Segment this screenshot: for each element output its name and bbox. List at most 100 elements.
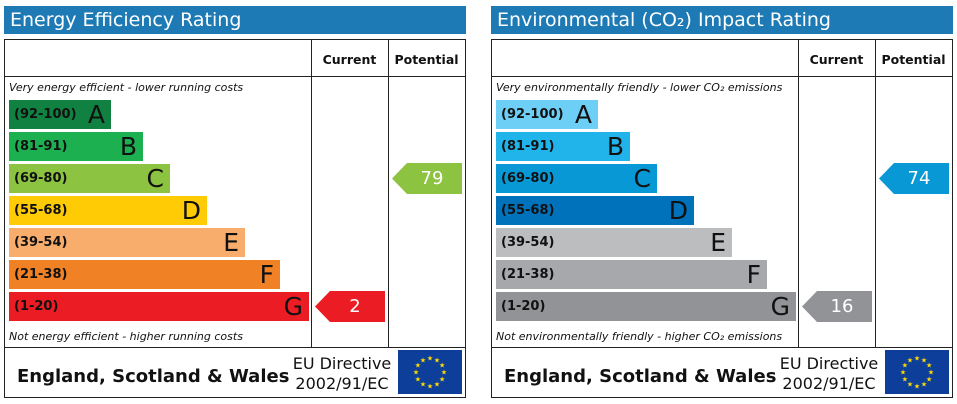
potential-rating-arrow: 79	[392, 163, 462, 194]
eu-star-icon: ★	[427, 355, 433, 363]
band-range-label: (92-100)	[14, 107, 77, 122]
eu-star-icon: ★	[415, 362, 421, 370]
eu-star-icon: ★	[434, 356, 440, 364]
rating-band-g: (1-20) G	[496, 292, 796, 321]
potential-rating-arrow: 74	[879, 163, 949, 194]
top-note: Very energy efficient - lower running co…	[9, 81, 244, 94]
footer-country: England, Scotland & Wales	[17, 366, 290, 387]
band-range-label: (1-20)	[501, 299, 546, 314]
eu-flag-icon: ★ ★★★★★★★★★★★	[885, 350, 949, 394]
rating-band-f: (21-38) F	[9, 260, 280, 289]
band-range-label: (55-68)	[501, 203, 555, 218]
footer-divider	[5, 347, 465, 348]
eu-star-icon: ★	[420, 381, 426, 389]
footer-divider	[492, 347, 952, 348]
band-range-label: (81-91)	[14, 139, 68, 154]
eu-star-icon: ★	[900, 369, 906, 377]
top-note: Very environmentally friendly - lower CO…	[496, 81, 783, 94]
directive-line-2: 2002/91/EC	[295, 374, 389, 393]
eu-star-icon: ★	[420, 356, 426, 364]
rating-value: 16	[830, 296, 854, 317]
band-letter: F	[259, 260, 274, 289]
directive-line-1: EU Directive	[292, 354, 392, 373]
rating-band-f: (21-38) F	[496, 260, 767, 289]
eu-star-icon: ★	[902, 362, 908, 370]
arrow-shape	[315, 291, 385, 322]
rating-value: 2	[349, 296, 361, 317]
panel-title: Environmental (CO₂) Impact Rating	[491, 6, 953, 34]
band-range-label: (69-80)	[501, 171, 555, 186]
eu-star-icon: ★	[415, 376, 421, 384]
band-letter: B	[119, 132, 137, 161]
current-rating-arrow: 16	[802, 291, 872, 322]
eu-star-icon: ★	[921, 356, 927, 364]
rating-frame: Current Potential Very energy efficient …	[4, 39, 466, 398]
energy-efficiency-panel: Energy Efficiency Rating Current Potenti…	[4, 6, 466, 398]
bottom-note: Not environmentally friendly - higher CO…	[496, 330, 783, 343]
eu-star-icon: ★	[907, 356, 913, 364]
eu-star-icon: ★	[427, 383, 433, 391]
column-divider	[311, 40, 312, 347]
rating-value: 79	[420, 168, 444, 189]
rating-band-b: (81-91) B	[9, 132, 143, 161]
eu-star-icon: ★	[439, 362, 445, 370]
eu-star-icon: ★	[441, 369, 447, 377]
band-range-label: (39-54)	[14, 235, 68, 250]
column-divider	[875, 40, 876, 347]
eu-star-icon: ★	[434, 381, 440, 389]
band-letter: F	[746, 260, 761, 289]
arrow-shape	[392, 163, 462, 194]
rating-band-c: (69-80) C	[496, 164, 657, 193]
directive-line-2: 2002/91/EC	[782, 374, 876, 393]
rating-band-a: (92-100) A	[496, 100, 598, 129]
band-letter: E	[223, 228, 239, 257]
rating-band-d: (55-68) D	[9, 196, 207, 225]
eu-star-icon: ★	[413, 369, 419, 377]
band-range-label: (69-80)	[14, 171, 68, 186]
rating-band-d: (55-68) D	[496, 196, 694, 225]
band-letter: G	[770, 292, 790, 321]
band-range-label: (21-38)	[501, 267, 555, 282]
footer-country: England, Scotland & Wales	[504, 366, 777, 387]
band-range-label: (39-54)	[501, 235, 555, 250]
band-range-label: (92-100)	[501, 107, 564, 122]
rating-value: 74	[907, 168, 931, 189]
column-potential-header: Potential	[394, 52, 459, 67]
header-divider	[492, 76, 952, 77]
column-divider	[388, 40, 389, 347]
rating-band-b: (81-91) B	[496, 132, 630, 161]
rating-band-a: (92-100) A	[9, 100, 111, 129]
band-letter: G	[283, 292, 303, 321]
eu-star-icon: ★	[907, 381, 913, 389]
column-divider	[798, 40, 799, 347]
arrow-shape	[802, 291, 872, 322]
panel-title: Energy Efficiency Rating	[4, 6, 466, 34]
band-letter: B	[606, 132, 624, 161]
rating-frame: Current Potential Very environmentally f…	[491, 39, 953, 398]
footer-directive: EU Directive 2002/91/EC	[287, 354, 397, 394]
eu-flag-icon: ★ ★★★★★★★★★★★	[398, 350, 462, 394]
environmental-impact-panel: Environmental (CO₂) Impact Rating Curren…	[491, 6, 953, 398]
band-range-label: (1-20)	[14, 299, 59, 314]
band-letter: C	[633, 164, 651, 193]
eu-star-icon: ★	[902, 376, 908, 384]
band-letter: C	[146, 164, 164, 193]
eu-star-icon: ★	[914, 355, 920, 363]
eu-star-icon: ★	[914, 383, 920, 391]
band-letter: D	[668, 196, 688, 225]
column-current-header: Current	[322, 52, 377, 67]
band-letter: E	[710, 228, 726, 257]
band-letter: D	[181, 196, 201, 225]
band-letter: A	[574, 100, 592, 129]
band-range-label: (21-38)	[14, 267, 68, 282]
rating-band-c: (69-80) C	[9, 164, 170, 193]
column-potential-header: Potential	[881, 52, 946, 67]
eu-star-icon: ★	[921, 381, 927, 389]
arrow-shape	[879, 163, 949, 194]
rating-band-e: (39-54) E	[496, 228, 732, 257]
rating-band-e: (39-54) E	[9, 228, 245, 257]
rating-band-g: (1-20) G	[9, 292, 309, 321]
band-range-label: (81-91)	[501, 139, 555, 154]
band-letter: A	[87, 100, 105, 129]
header-divider	[5, 76, 465, 77]
